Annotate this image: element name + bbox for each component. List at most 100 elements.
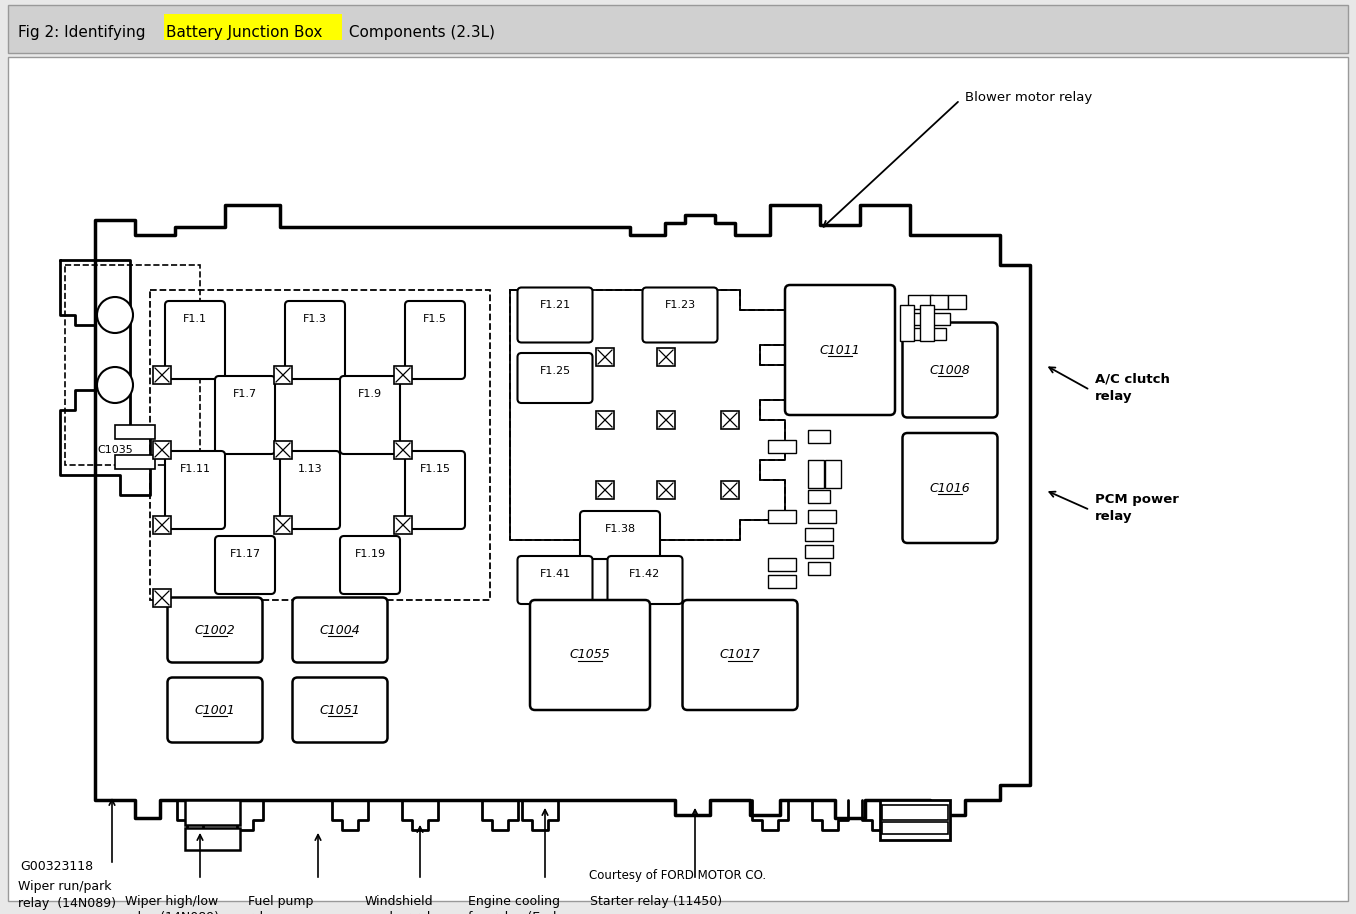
Text: F1.7: F1.7 <box>233 389 258 399</box>
Bar <box>153 589 171 607</box>
Text: F1.38: F1.38 <box>605 524 636 534</box>
Circle shape <box>98 367 133 403</box>
Text: C1004: C1004 <box>320 623 361 636</box>
Text: C1011: C1011 <box>819 344 860 356</box>
Bar <box>909 313 951 325</box>
Bar <box>767 558 796 571</box>
Text: Wiper high/low
relay (14N089): Wiper high/low relay (14N089) <box>125 895 220 914</box>
FancyBboxPatch shape <box>168 677 263 742</box>
Bar <box>808 510 837 523</box>
Circle shape <box>98 297 133 333</box>
FancyBboxPatch shape <box>216 376 275 454</box>
Bar <box>767 440 796 453</box>
Text: F1.42: F1.42 <box>629 569 660 579</box>
Bar <box>881 822 948 834</box>
Text: C1016: C1016 <box>930 482 971 494</box>
Bar <box>184 828 240 850</box>
Bar <box>395 366 412 384</box>
Bar <box>274 516 292 534</box>
Bar <box>395 441 412 459</box>
Bar <box>805 528 833 541</box>
Text: C1055: C1055 <box>570 649 610 662</box>
FancyBboxPatch shape <box>168 598 263 663</box>
Bar <box>948 295 965 309</box>
Text: F1.23: F1.23 <box>664 301 696 311</box>
Bar <box>274 441 292 459</box>
Bar <box>597 411 614 429</box>
FancyBboxPatch shape <box>340 536 400 594</box>
Bar <box>930 295 948 309</box>
Bar <box>881 805 948 820</box>
Text: F1.25: F1.25 <box>540 366 571 376</box>
Text: F1.21: F1.21 <box>540 301 571 311</box>
Text: PCM power
relay: PCM power relay <box>1096 493 1178 523</box>
FancyBboxPatch shape <box>285 301 344 379</box>
Text: A/C clutch
relay: A/C clutch relay <box>1096 373 1170 403</box>
Bar <box>900 305 914 341</box>
Text: Fig 2: Identifying: Fig 2: Identifying <box>18 26 151 40</box>
FancyBboxPatch shape <box>607 556 682 604</box>
FancyBboxPatch shape <box>279 451 340 529</box>
FancyBboxPatch shape <box>340 376 400 454</box>
Bar <box>395 516 412 534</box>
Bar <box>721 411 739 429</box>
Text: Fuel pump
relay: Fuel pump relay <box>248 895 313 914</box>
Text: C1051: C1051 <box>320 704 361 717</box>
Text: C1002: C1002 <box>195 623 236 636</box>
Bar <box>721 481 739 499</box>
Bar <box>184 800 240 825</box>
Bar <box>153 516 171 534</box>
Bar <box>8 5 1348 53</box>
Text: C1035: C1035 <box>98 445 133 455</box>
Bar <box>909 295 933 309</box>
Bar <box>658 481 675 499</box>
Bar <box>808 562 830 575</box>
Text: F1.17: F1.17 <box>229 549 260 559</box>
Text: Wiper run/park
relay  (14N089): Wiper run/park relay (14N089) <box>18 880 117 909</box>
Bar <box>658 411 675 429</box>
FancyBboxPatch shape <box>580 511 660 559</box>
Text: F1.5: F1.5 <box>423 314 447 324</box>
Bar <box>274 366 292 384</box>
Text: F1.3: F1.3 <box>302 314 327 324</box>
Text: F1.15: F1.15 <box>419 464 450 474</box>
Text: 1.13: 1.13 <box>298 464 323 474</box>
FancyBboxPatch shape <box>785 285 895 415</box>
Text: F1.11: F1.11 <box>179 464 210 474</box>
FancyBboxPatch shape <box>165 451 225 529</box>
Text: Starter relay (11450): Starter relay (11450) <box>590 895 723 908</box>
Text: Engine cooling
fan relay (Early
production
only): Engine cooling fan relay (Early producti… <box>468 895 564 914</box>
Text: Blower motor relay: Blower motor relay <box>965 91 1092 104</box>
Bar <box>767 510 796 523</box>
Bar <box>658 348 675 366</box>
FancyBboxPatch shape <box>518 288 593 343</box>
Text: G00323118: G00323118 <box>20 859 94 873</box>
Bar <box>808 430 830 443</box>
Text: Battery Junction Box: Battery Junction Box <box>165 26 323 40</box>
FancyBboxPatch shape <box>216 536 275 594</box>
FancyBboxPatch shape <box>293 677 388 742</box>
Text: F1.1: F1.1 <box>183 314 207 324</box>
FancyBboxPatch shape <box>530 600 650 710</box>
FancyBboxPatch shape <box>405 301 465 379</box>
Bar <box>880 800 951 840</box>
FancyBboxPatch shape <box>903 323 998 418</box>
FancyBboxPatch shape <box>293 598 388 663</box>
Bar <box>909 328 946 340</box>
FancyBboxPatch shape <box>643 288 717 343</box>
Text: C1017: C1017 <box>720 649 761 662</box>
FancyBboxPatch shape <box>903 433 998 543</box>
Bar <box>164 14 342 40</box>
Bar <box>597 481 614 499</box>
FancyBboxPatch shape <box>518 353 593 403</box>
Text: F1.19: F1.19 <box>354 549 385 559</box>
Bar <box>65 265 199 465</box>
Bar <box>808 460 824 488</box>
Bar <box>597 348 614 366</box>
Text: C1001: C1001 <box>195 704 236 717</box>
Text: Components (2.3L): Components (2.3L) <box>344 26 495 40</box>
Bar <box>115 455 155 469</box>
Bar <box>153 366 171 384</box>
Bar <box>919 305 934 341</box>
Bar <box>767 575 796 588</box>
